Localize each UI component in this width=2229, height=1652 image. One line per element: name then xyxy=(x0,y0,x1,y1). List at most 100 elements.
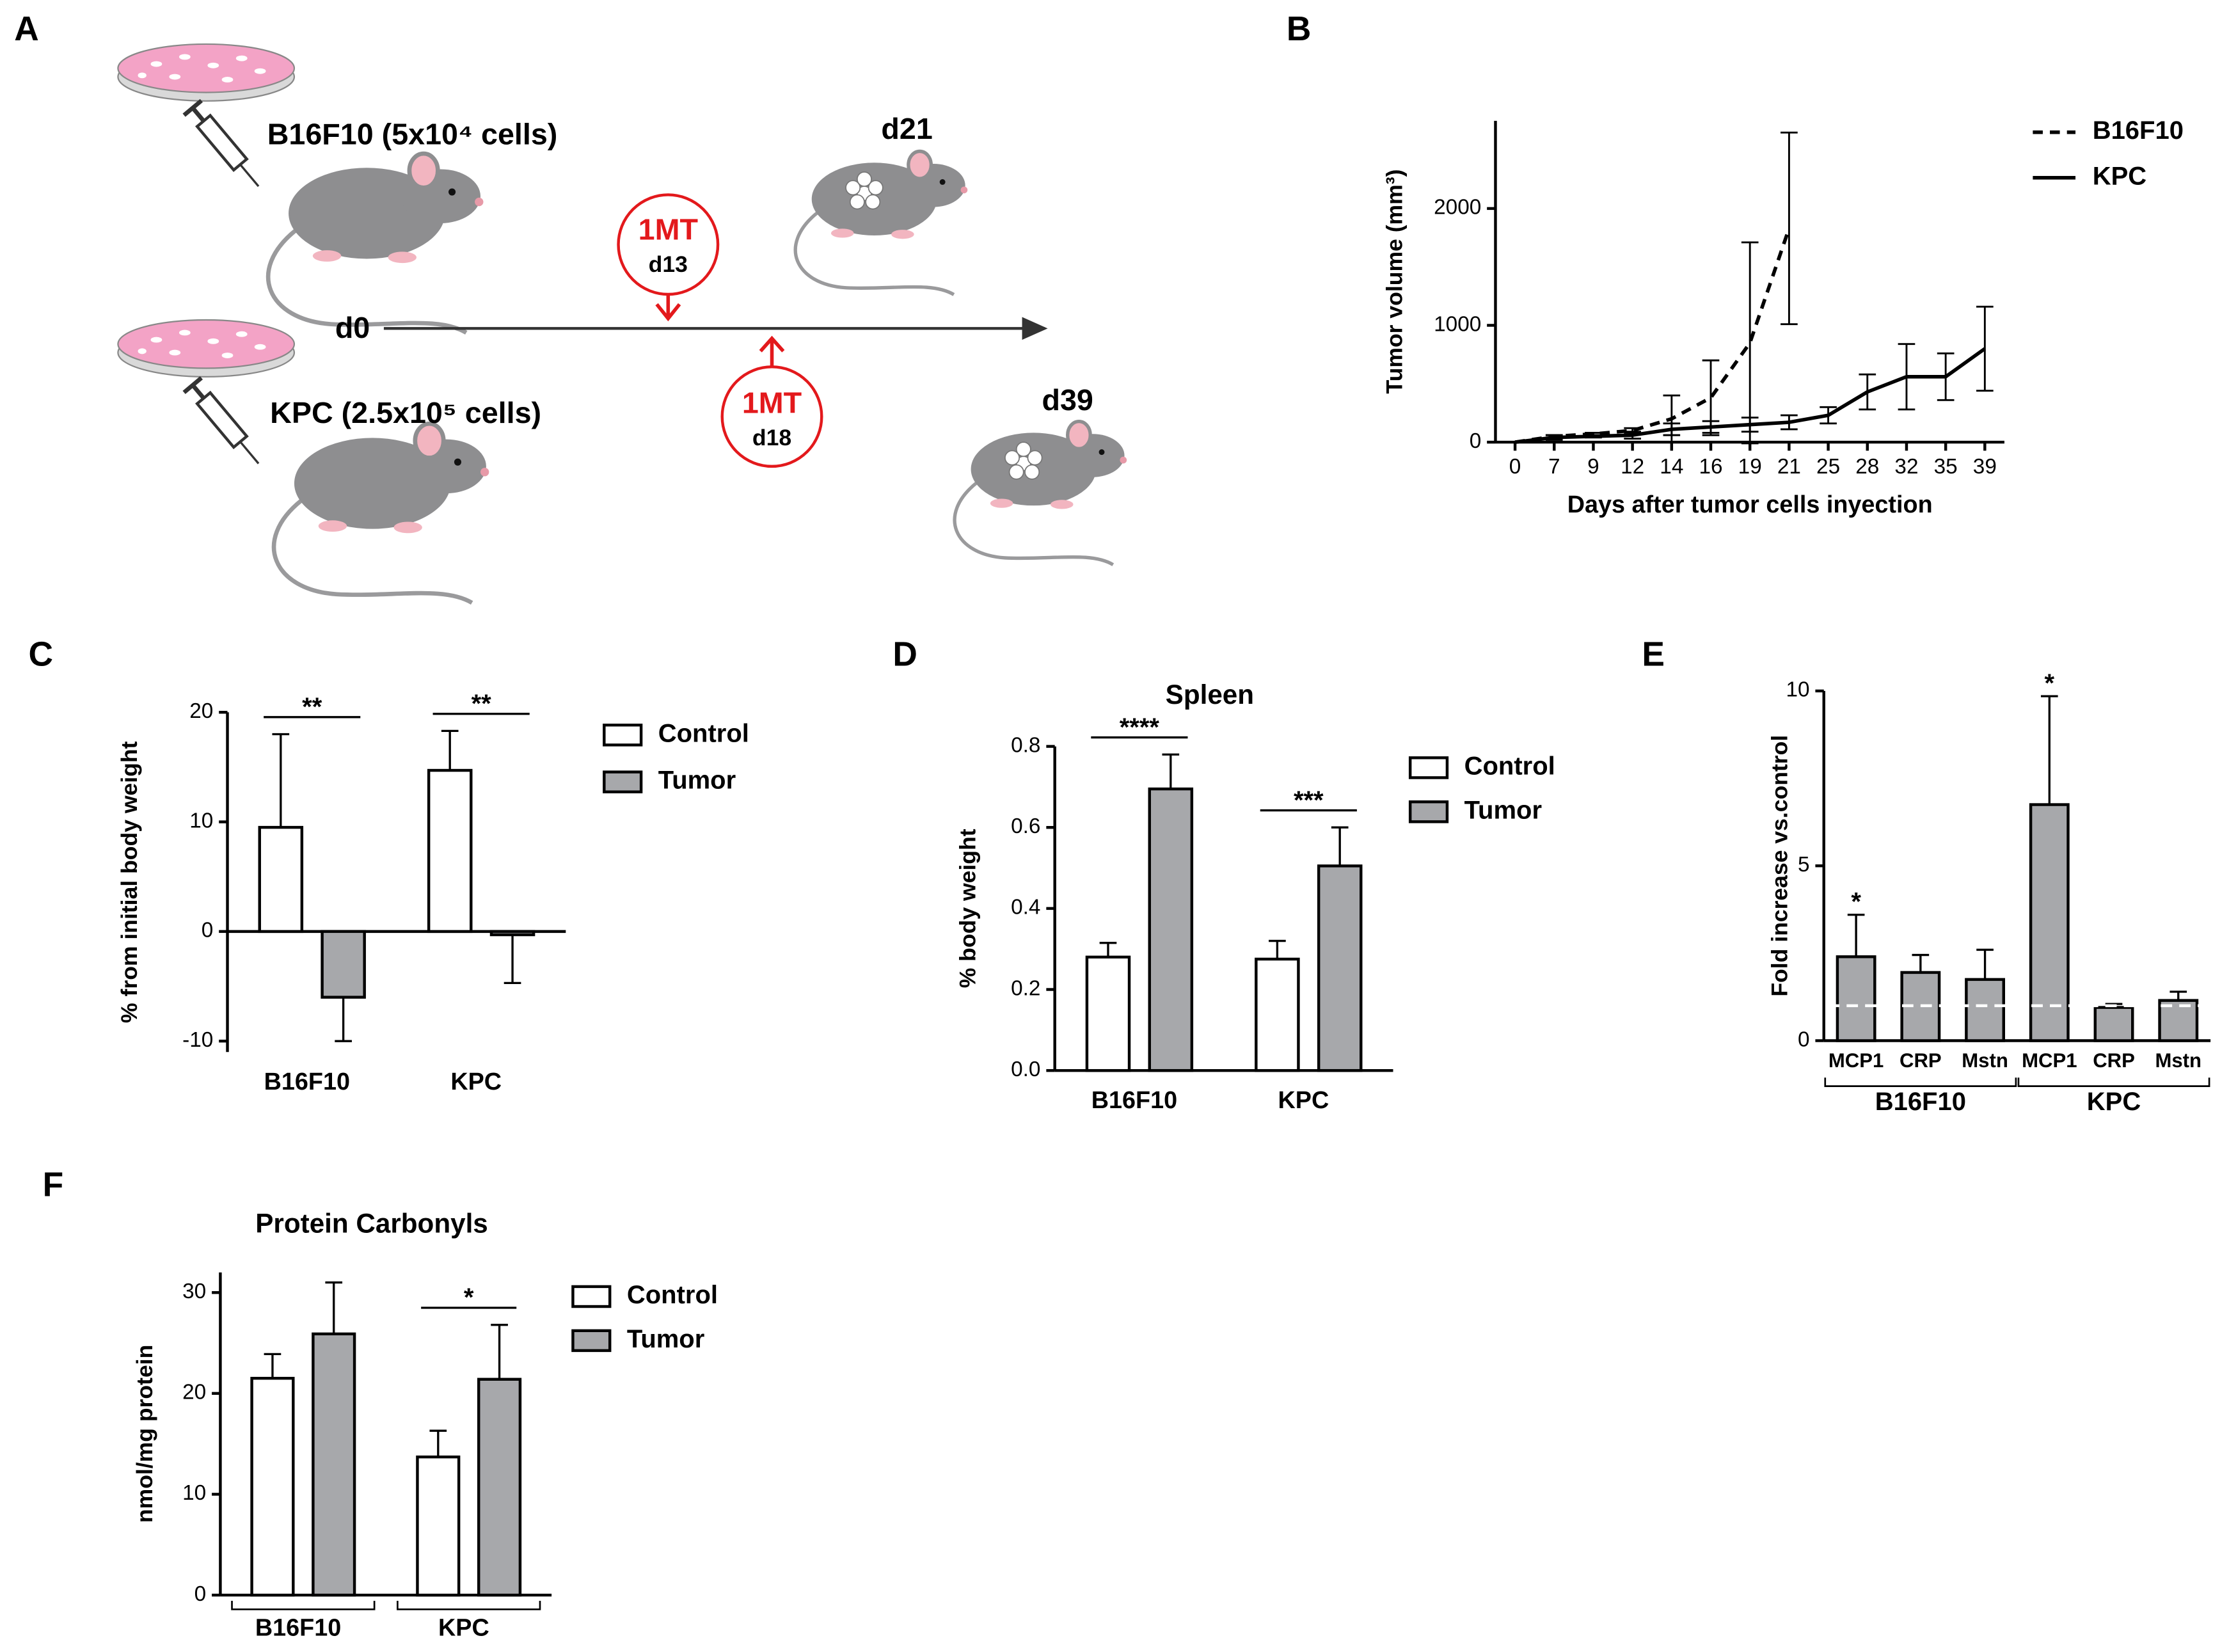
treatment-day: d13 xyxy=(649,251,688,277)
y-tick-label: 1000 xyxy=(1434,312,1481,336)
legend-swatch xyxy=(1408,800,1449,823)
error-bar xyxy=(1898,343,1916,411)
error-bar xyxy=(1820,406,1837,425)
treatment-name: 1MT xyxy=(742,386,802,420)
panel-label: B xyxy=(1287,10,1312,48)
group-label: KPC xyxy=(2087,1088,2141,1116)
error-bar xyxy=(264,1353,282,1379)
legend-label: KPC xyxy=(2093,162,2146,190)
panel-label: E xyxy=(1642,636,1665,674)
error-bar xyxy=(1912,953,1930,973)
panel-label: A xyxy=(14,10,39,48)
error-bar xyxy=(1702,420,1720,434)
error-bar xyxy=(1741,417,1759,433)
panel-label: F xyxy=(43,1166,64,1203)
error-bar xyxy=(2170,990,2187,1001)
treatment-name: 1MT xyxy=(639,213,698,246)
x-tick-label: Mstn xyxy=(1962,1049,2008,1072)
error-bar xyxy=(1937,352,1955,401)
legend-label: Tumor xyxy=(658,766,736,795)
error-bar xyxy=(1624,431,1641,440)
mouse xyxy=(268,154,483,333)
y-axis-label: Fold increase vs.control xyxy=(1766,735,1792,997)
y-tick-label: 30 xyxy=(182,1280,206,1303)
day-label: d0 xyxy=(335,311,370,344)
bar xyxy=(1255,957,1300,1072)
x-tick-label: 25 xyxy=(1816,455,1840,479)
bar xyxy=(1836,955,1876,1042)
y-tick-label: 2000 xyxy=(1434,196,1481,219)
y-tick-label: 0 xyxy=(202,919,214,942)
error-bar xyxy=(1859,373,1876,411)
error-bar xyxy=(1663,422,1681,436)
x-tick-label: Mstn xyxy=(2155,1049,2201,1072)
bar xyxy=(477,1378,522,1597)
x-tick-label: 32 xyxy=(1894,455,1918,479)
significance-label: ** xyxy=(302,693,322,721)
bar xyxy=(416,1455,461,1597)
x-tick-label: MCP1 xyxy=(2022,1049,2077,1072)
legend-swatch xyxy=(1408,756,1449,779)
syringe xyxy=(184,378,267,471)
cell-line: B16F10 (5x10⁴ cells) xyxy=(267,118,558,151)
error-bar xyxy=(1162,753,1180,790)
significance-label: **** xyxy=(1120,713,1160,742)
x-tick-label: 16 xyxy=(1699,455,1722,479)
legend-label: Control xyxy=(658,719,749,747)
legend-swatch xyxy=(603,724,643,747)
x-tick-label: B16F10 xyxy=(1091,1087,1177,1114)
y-axis-label: nmol/mg protein xyxy=(132,1345,157,1523)
y-tick-label: -10 xyxy=(182,1028,213,1052)
y-tick-label: 0 xyxy=(194,1582,207,1606)
bar xyxy=(1085,955,1131,1072)
significance-label: * xyxy=(464,1283,474,1312)
bracket xyxy=(397,1600,541,1610)
panel-label: D xyxy=(892,636,917,674)
x-axis-label: Days after tumor cells inyection xyxy=(1567,491,1933,518)
bar xyxy=(1317,864,1363,1072)
error-bar xyxy=(1099,942,1117,957)
error-bar xyxy=(2040,695,2058,805)
error-bar xyxy=(441,729,459,771)
y-tick-label: 10 xyxy=(182,1481,206,1505)
error-bar xyxy=(1331,826,1349,866)
y-axis-label: Tumor volume (mm³) xyxy=(1381,170,1407,394)
significance-label: ** xyxy=(472,690,492,718)
bar xyxy=(250,1376,295,1597)
legend-swatch xyxy=(571,1285,612,1308)
x-tick-label: 0 xyxy=(1509,455,1521,479)
bar xyxy=(427,768,473,933)
legend-label: Tumor xyxy=(627,1325,704,1353)
y-tick-label: 10 xyxy=(189,809,213,832)
petri-dish xyxy=(117,43,296,102)
x-tick-label: CRP xyxy=(2093,1049,2135,1072)
error-bar xyxy=(1545,434,1563,441)
legend-label: Tumor xyxy=(1464,796,1542,824)
x-tick-label: 12 xyxy=(1621,455,1644,479)
x-tick-label: CRP xyxy=(1900,1049,1942,1072)
panel-label: C xyxy=(28,636,53,674)
bracket xyxy=(2017,1077,2210,1087)
mouse xyxy=(955,422,1127,565)
bracket xyxy=(231,1600,376,1610)
mouse xyxy=(274,424,489,603)
line xyxy=(1514,228,1791,444)
bar xyxy=(1148,787,1194,1072)
y-tick-label: 5 xyxy=(1798,853,1810,877)
y-tick-label: 0.6 xyxy=(1011,814,1040,838)
error-bar xyxy=(429,1429,447,1457)
legend-label: B16F10 xyxy=(2093,116,2184,145)
x-tick-label: B16F10 xyxy=(255,1614,341,1641)
significance-label: * xyxy=(2045,669,2055,697)
legend-swatch xyxy=(571,1329,612,1353)
y-tick-label: 20 xyxy=(189,699,213,723)
error-bar xyxy=(272,733,290,828)
bar xyxy=(258,825,304,933)
error-bar xyxy=(1781,131,1798,326)
bar xyxy=(489,930,535,937)
error-bar xyxy=(491,1323,508,1379)
y-axis-label: % from initial body weight xyxy=(116,741,142,1023)
error-bar xyxy=(1781,414,1798,431)
y-tick-label: 0 xyxy=(1798,1028,1810,1051)
